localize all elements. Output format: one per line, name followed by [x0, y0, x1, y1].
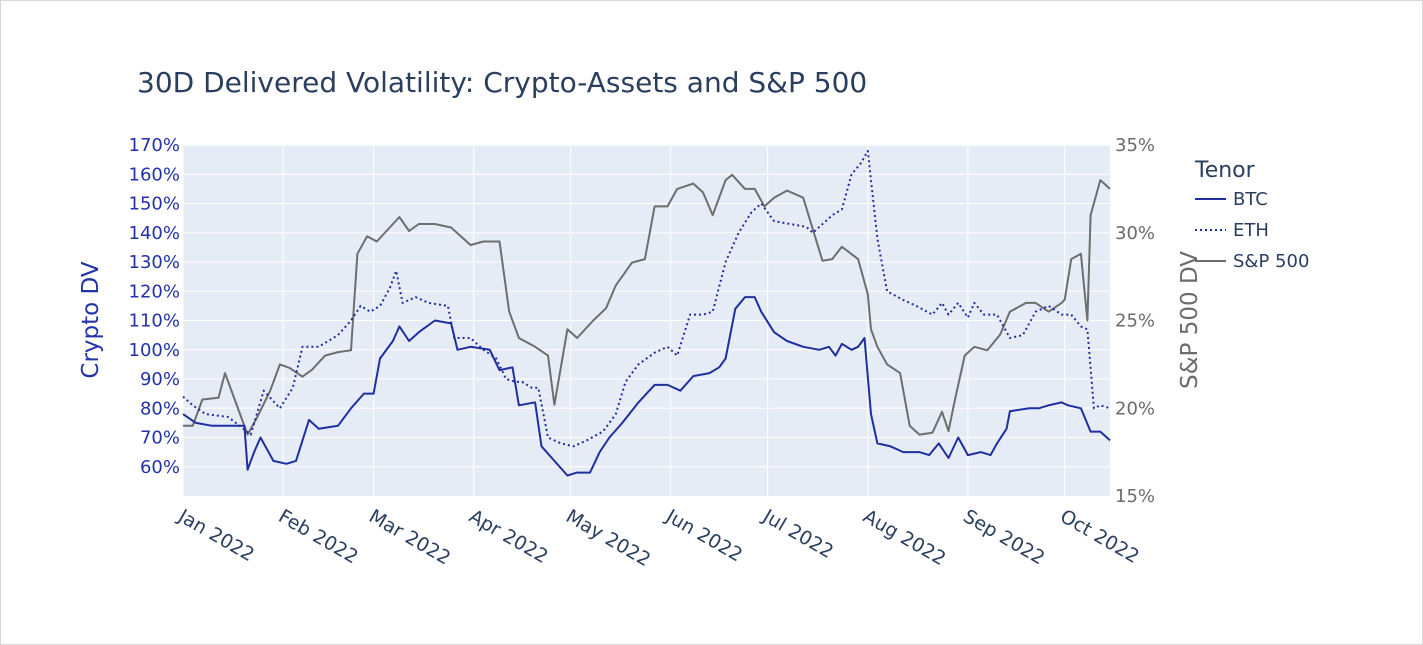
x-tick-label: Oct 2022 [1056, 505, 1143, 568]
x-tick-label: Jul 2022 [758, 505, 837, 563]
x-tick-label: May 2022 [562, 505, 654, 571]
left-axis-ticks: 60% 70% 80% 90% 100% 110% 120% 130% 140% 150% 160%… [129, 135, 180, 478]
legend-label: BTC [1233, 189, 1268, 210]
left-tick-label: 80% [140, 398, 180, 419]
left-tick-label: 170% [129, 135, 180, 156]
left-tick-label: 130% [129, 252, 180, 273]
left-tick-label: 110% [129, 311, 180, 332]
series-line-eth [182, 149, 1111, 448]
series-line-s-p-500 [183, 173, 1111, 436]
series-line-btc [182, 296, 1111, 477]
legend-title: Tenor [1194, 158, 1256, 183]
left-tick-label: 90% [140, 369, 180, 390]
right-tick-label: 15% [1115, 486, 1155, 507]
x-tick-label: Jan 2022 [174, 505, 258, 566]
left-tick-label: 160% [129, 164, 180, 185]
x-tick-label: Feb 2022 [275, 505, 362, 568]
x-tick-label: Jun 2022 [661, 505, 746, 567]
legend: Tenor BTC ETH S&P 500 [1194, 158, 1309, 272]
right-tick-label: 30% [1115, 223, 1155, 244]
right-axis-title: S&P 500 DV [1177, 251, 1203, 389]
right-tick-label: 20% [1115, 398, 1155, 419]
left-tick-label: 60% [140, 457, 180, 478]
right-tick-label: 35% [1115, 135, 1155, 156]
x-tick-label: Sep 2022 [959, 505, 1048, 569]
left-axis-title: Crypto DV [78, 261, 104, 378]
right-tick-label: 25% [1115, 311, 1155, 332]
chart-title: 30D Delivered Volatility: Crypto-Assets … [137, 66, 867, 99]
left-tick-label: 140% [129, 223, 180, 244]
series-lines [182, 149, 1111, 477]
left-tick-label: 150% [129, 194, 180, 215]
legend-label: S&P 500 [1233, 251, 1309, 272]
x-tick-label: Apr 2022 [465, 505, 552, 568]
left-tick-label: 100% [129, 340, 180, 361]
x-tick-label: Aug 2022 [859, 505, 949, 570]
x-axis-ticks: Jan 2022 Feb 2022 Mar 2022 Apr 2022 May 2022… [174, 505, 1143, 571]
right-axis-ticks: 15% 20% 25% 30% 35% [1115, 135, 1155, 507]
legend-label: ETH [1233, 220, 1269, 241]
gridlines [182, 144, 1110, 496]
left-tick-label: 120% [129, 281, 180, 302]
x-tick-label: Mar 2022 [365, 505, 454, 569]
left-tick-label: 70% [140, 428, 180, 449]
